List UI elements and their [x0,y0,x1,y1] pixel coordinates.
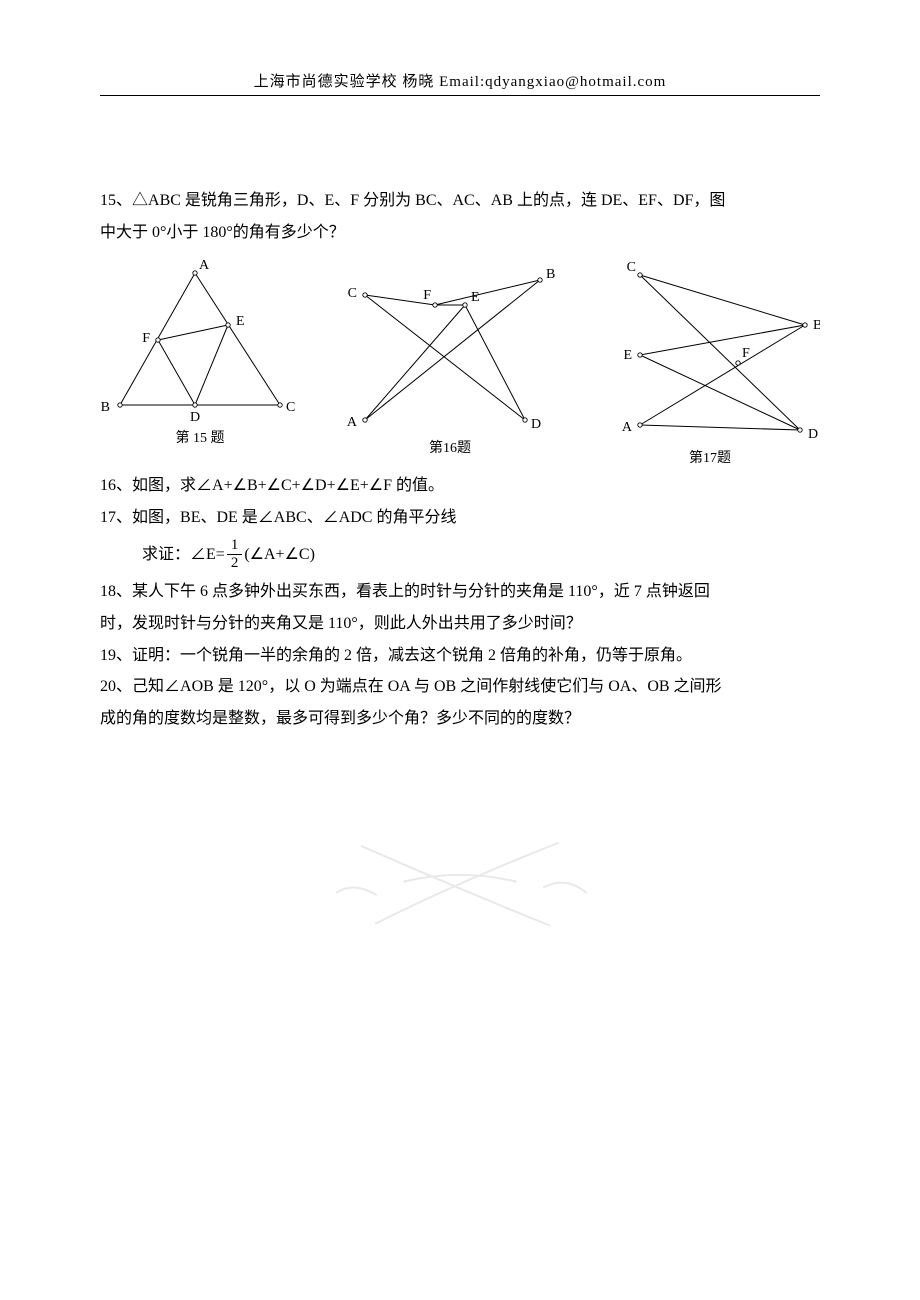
problem-15-line2: 中大于 0°小于 180°的角有多少个？ [100,224,345,241]
problem-17-proof: 求证：∠E= 1 2 (∠A+∠C) [100,538,820,571]
problem-20-line1: 己知∠AOB 是 120°，以 O 为端点在 OA 与 OB 之间作射线使它们与… [132,678,722,695]
figures-row: A B C D E F 第 15 题 A B C D E F 第16题 C B E F A D 第17题 [100,255,820,467]
fraction-half: 1 2 [227,538,243,571]
problem-18-cont: 时，发现时针与分针的夹角又是 110°，则此人外出共用了多少时间？ [100,609,820,639]
header-text: 上海市尚德实验学校 杨晓 Email:qdyangxiao@hotmail.co… [254,74,667,90]
svg-text:F: F [142,331,150,346]
figure-16-caption: 第16题 [429,437,471,457]
svg-text:C: C [286,400,295,415]
svg-text:E: E [623,348,632,363]
problem-19-text: 证明：一个锐角一半的余角的 2 倍，减去这个锐角 2 倍角的补角，仍等于原角。 [132,647,692,664]
svg-text:C: C [348,286,357,301]
svg-text:B: B [813,318,820,333]
problem-17-suffix: (∠A+∠C) [244,540,315,570]
problem-19-num: 19、 [100,647,132,664]
problem-20-cont: 成的角的度数均是整数，最多可得到多少个角？多少不同的的度数？ [100,704,820,734]
figure-17-caption: 第17题 [689,447,731,467]
problem-18-num: 18、 [100,583,132,600]
figure-16-svg: A B C D E F [335,255,565,435]
svg-text:B: B [101,400,110,415]
problem-17: 17、如图，BE、DE 是∠ABC、∠ADC 的角平分线 [100,503,820,533]
svg-text:F: F [742,346,750,361]
problem-15-line1: △ABC 是锐角三角形，D、E、F 分别为 BC、AC、AB 上的点，连 DE、… [132,192,725,209]
problem-15-cont: 中大于 0°小于 180°的角有多少个？ [100,218,820,248]
figure-15-caption: 第 15 题 [176,427,225,447]
problem-17-num: 17、 [100,509,132,526]
problem-17-line1: 如图，BE、DE 是∠ABC、∠ADC 的角平分线 [132,509,456,526]
svg-text:E: E [236,314,245,329]
svg-text:A: A [199,258,210,273]
svg-text:D: D [808,427,818,442]
figure-16-box: A B C D E F 第16题 [335,255,565,457]
svg-text:A: A [347,415,358,430]
problem-20: 20、己知∠AOB 是 120°，以 O 为端点在 OA 与 OB 之间作射线使… [100,672,820,702]
svg-text:F: F [423,288,431,303]
figure-15-box: A B C D E F 第 15 题 [100,255,300,447]
problem-18-line2: 时，发现时针与分针的夹角又是 110°，则此人外出共用了多少时间？ [100,615,582,632]
problem-16: 16、如图，求∠A+∠B+∠C+∠D+∠E+∠F 的值。 [100,471,820,501]
svg-text:D: D [531,417,541,432]
problem-19: 19、证明：一个锐角一半的余角的 2 倍，减去这个锐角 2 倍角的补角，仍等于原… [100,641,820,671]
problem-16-text: 如图，求∠A+∠B+∠C+∠D+∠E+∠F 的值。 [132,477,444,494]
svg-text:B: B [546,267,555,282]
problem-15-num: 15、 [100,192,132,209]
svg-text:C: C [627,260,636,275]
figure-17-box: C B E F A D 第17题 [600,255,820,467]
problem-18-line1: 某人下午 6 点多钟外出买东西，看表上的时针与分针的夹角是 110°，近 7 点… [132,583,710,600]
fraction-num: 1 [227,538,243,555]
problem-20-line2: 成的角的度数均是整数，最多可得到多少个角？多少不同的的度数？ [100,710,580,727]
page-header: 上海市尚德实验学校 杨晓 Email:qdyangxiao@hotmail.co… [100,70,820,96]
svg-text:D: D [190,410,200,425]
problem-18: 18、某人下午 6 点多钟外出买东西，看表上的时针与分针的夹角是 110°，近 … [100,577,820,607]
problem-17-prefix: 求证：∠E= [142,540,225,570]
document-page: 上海市尚德实验学校 杨晓 Email:qdyangxiao@hotmail.co… [0,0,920,1300]
svg-text:A: A [622,420,633,435]
svg-text:E: E [471,290,480,305]
figure-17-svg: C B E F A D [600,255,820,445]
problem-15: 15、△ABC 是锐角三角形，D、E、F 分别为 BC、AC、AB 上的点，连 … [100,186,820,216]
watermark-svg [320,827,600,937]
figure-15-svg: A B C D E F [100,255,300,425]
problem-16-num: 16、 [100,477,132,494]
fraction-den: 2 [227,555,243,571]
problem-20-num: 20、 [100,678,132,695]
watermark [320,827,600,942]
